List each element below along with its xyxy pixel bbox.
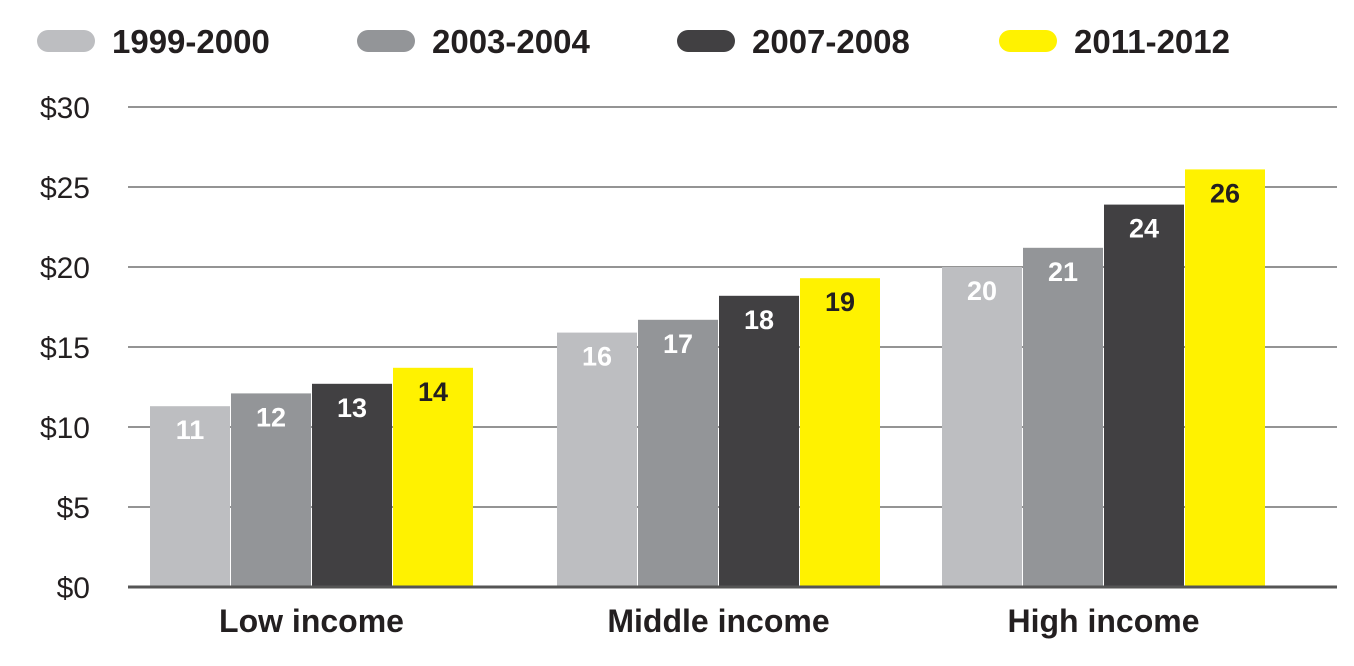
x-category-label: Middle income [607,603,829,639]
x-axis: Low income Middle income High income [128,585,1337,639]
x-category-label: High income [1007,603,1199,639]
bar-low-income-1999-2000 [150,406,230,587]
bar-middle-income-2007-2008 [719,295,799,587]
bar-high-income-2007-2008 [1104,204,1184,587]
data-label: 26 [1210,178,1240,208]
data-label: 13 [337,393,367,423]
y-tick-label: $0 [57,572,90,605]
data-label: 12 [256,402,286,432]
legend-label-2003-2004: 2003-2004 [432,23,590,60]
data-label: 17 [663,329,693,359]
y-tick-label: $25 [40,172,90,205]
legend: 1999-2000 2003-2004 2007-2008 2011-2012 [37,23,1230,60]
data-label: 20 [967,276,997,306]
data-label: 21 [1048,257,1078,287]
data-label: 24 [1129,214,1159,244]
bars [150,169,1265,588]
legend-swatch-2003-2004 [357,30,415,52]
bar-low-income-2011-2012 [393,367,473,587]
data-label: 11 [176,415,205,445]
legend-label-1999-2000: 1999-2000 [112,23,270,60]
bar-high-income-1999-2000 [942,267,1022,587]
data-label: 14 [418,377,448,407]
bar-low-income-2003-2004 [231,393,311,587]
bar-middle-income-2003-2004 [638,319,718,587]
bar-low-income-2007-2008 [312,383,392,587]
y-tick-label: $10 [40,412,90,445]
bar-middle-income-2011-2012 [800,278,880,587]
data-labels: 11 12 13 14 16 17 18 19 20 21 24 26 [176,178,1240,445]
data-label: 16 [582,342,612,372]
legend-label-2011-2012: 2011-2012 [1074,23,1230,60]
y-axis: $0 $5 $10 $15 $20 $25 $30 [40,92,90,605]
y-tick-label: $5 [57,492,90,525]
legend-swatch-2007-2008 [677,30,735,52]
x-category-label: Low income [219,603,404,639]
legend-swatch-1999-2000 [37,30,95,52]
bar-middle-income-1999-2000 [557,332,637,587]
y-tick-label: $15 [40,332,90,365]
y-tick-label: $30 [40,92,90,125]
data-label: 18 [744,305,774,335]
legend-swatch-2011-2012 [999,30,1057,52]
bar-high-income-2003-2004 [1023,247,1103,588]
y-tick-label: $20 [40,252,90,285]
data-label: 19 [825,287,855,317]
legend-label-2007-2008: 2007-2008 [752,23,910,60]
bar-high-income-2011-2012 [1185,169,1265,587]
